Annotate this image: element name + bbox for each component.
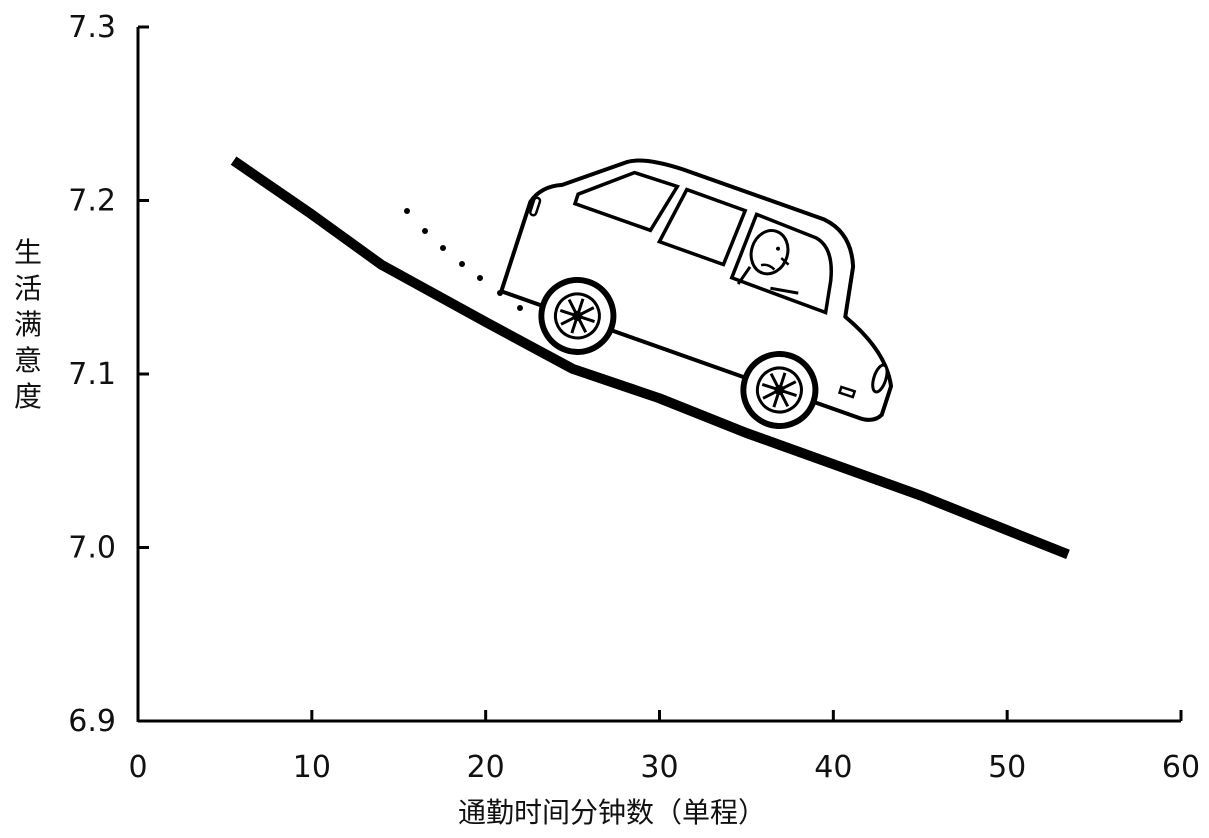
x-axis-title: 通勤时间分钟数（单程） xyxy=(458,796,766,829)
y-tick-label: 7.2 xyxy=(68,184,116,219)
x-tick-label: 20 xyxy=(467,750,505,785)
motion-dots xyxy=(404,208,523,311)
x-tick-label: 60 xyxy=(1162,750,1200,785)
y-ticks: 6.9 7.0 7.1 7.2 7.3 xyxy=(68,10,149,739)
car-body xyxy=(499,158,894,422)
y-tick-label: 7.1 xyxy=(68,357,116,392)
car-tail-light xyxy=(529,196,542,217)
car-wheel-rear xyxy=(538,276,617,355)
x-tick-label: 10 xyxy=(293,750,331,785)
car-illustration xyxy=(499,158,894,429)
x-tick-label: 30 xyxy=(640,750,678,785)
series-group xyxy=(230,156,1070,560)
car-side-marker xyxy=(837,385,857,399)
y-axis-title: 生活满意度 xyxy=(14,236,42,413)
series-line xyxy=(230,156,1070,560)
car-wheel-front xyxy=(740,350,819,429)
x-ticks: 0 10 20 30 40 50 60 xyxy=(128,710,1200,785)
y-tick-label: 6.9 xyxy=(68,704,116,739)
car-window-middle xyxy=(656,187,748,267)
axes xyxy=(136,27,1181,723)
y-tick-label: 7.3 xyxy=(68,10,116,45)
x-tick-label: 50 xyxy=(988,750,1026,785)
y-tick-label: 7.0 xyxy=(68,531,116,566)
car-window-rear xyxy=(572,170,680,233)
x-tick-label: 0 xyxy=(128,750,147,785)
car-headlight xyxy=(871,363,889,394)
x-tick-label: 40 xyxy=(814,750,852,785)
driver-figure xyxy=(736,229,799,295)
